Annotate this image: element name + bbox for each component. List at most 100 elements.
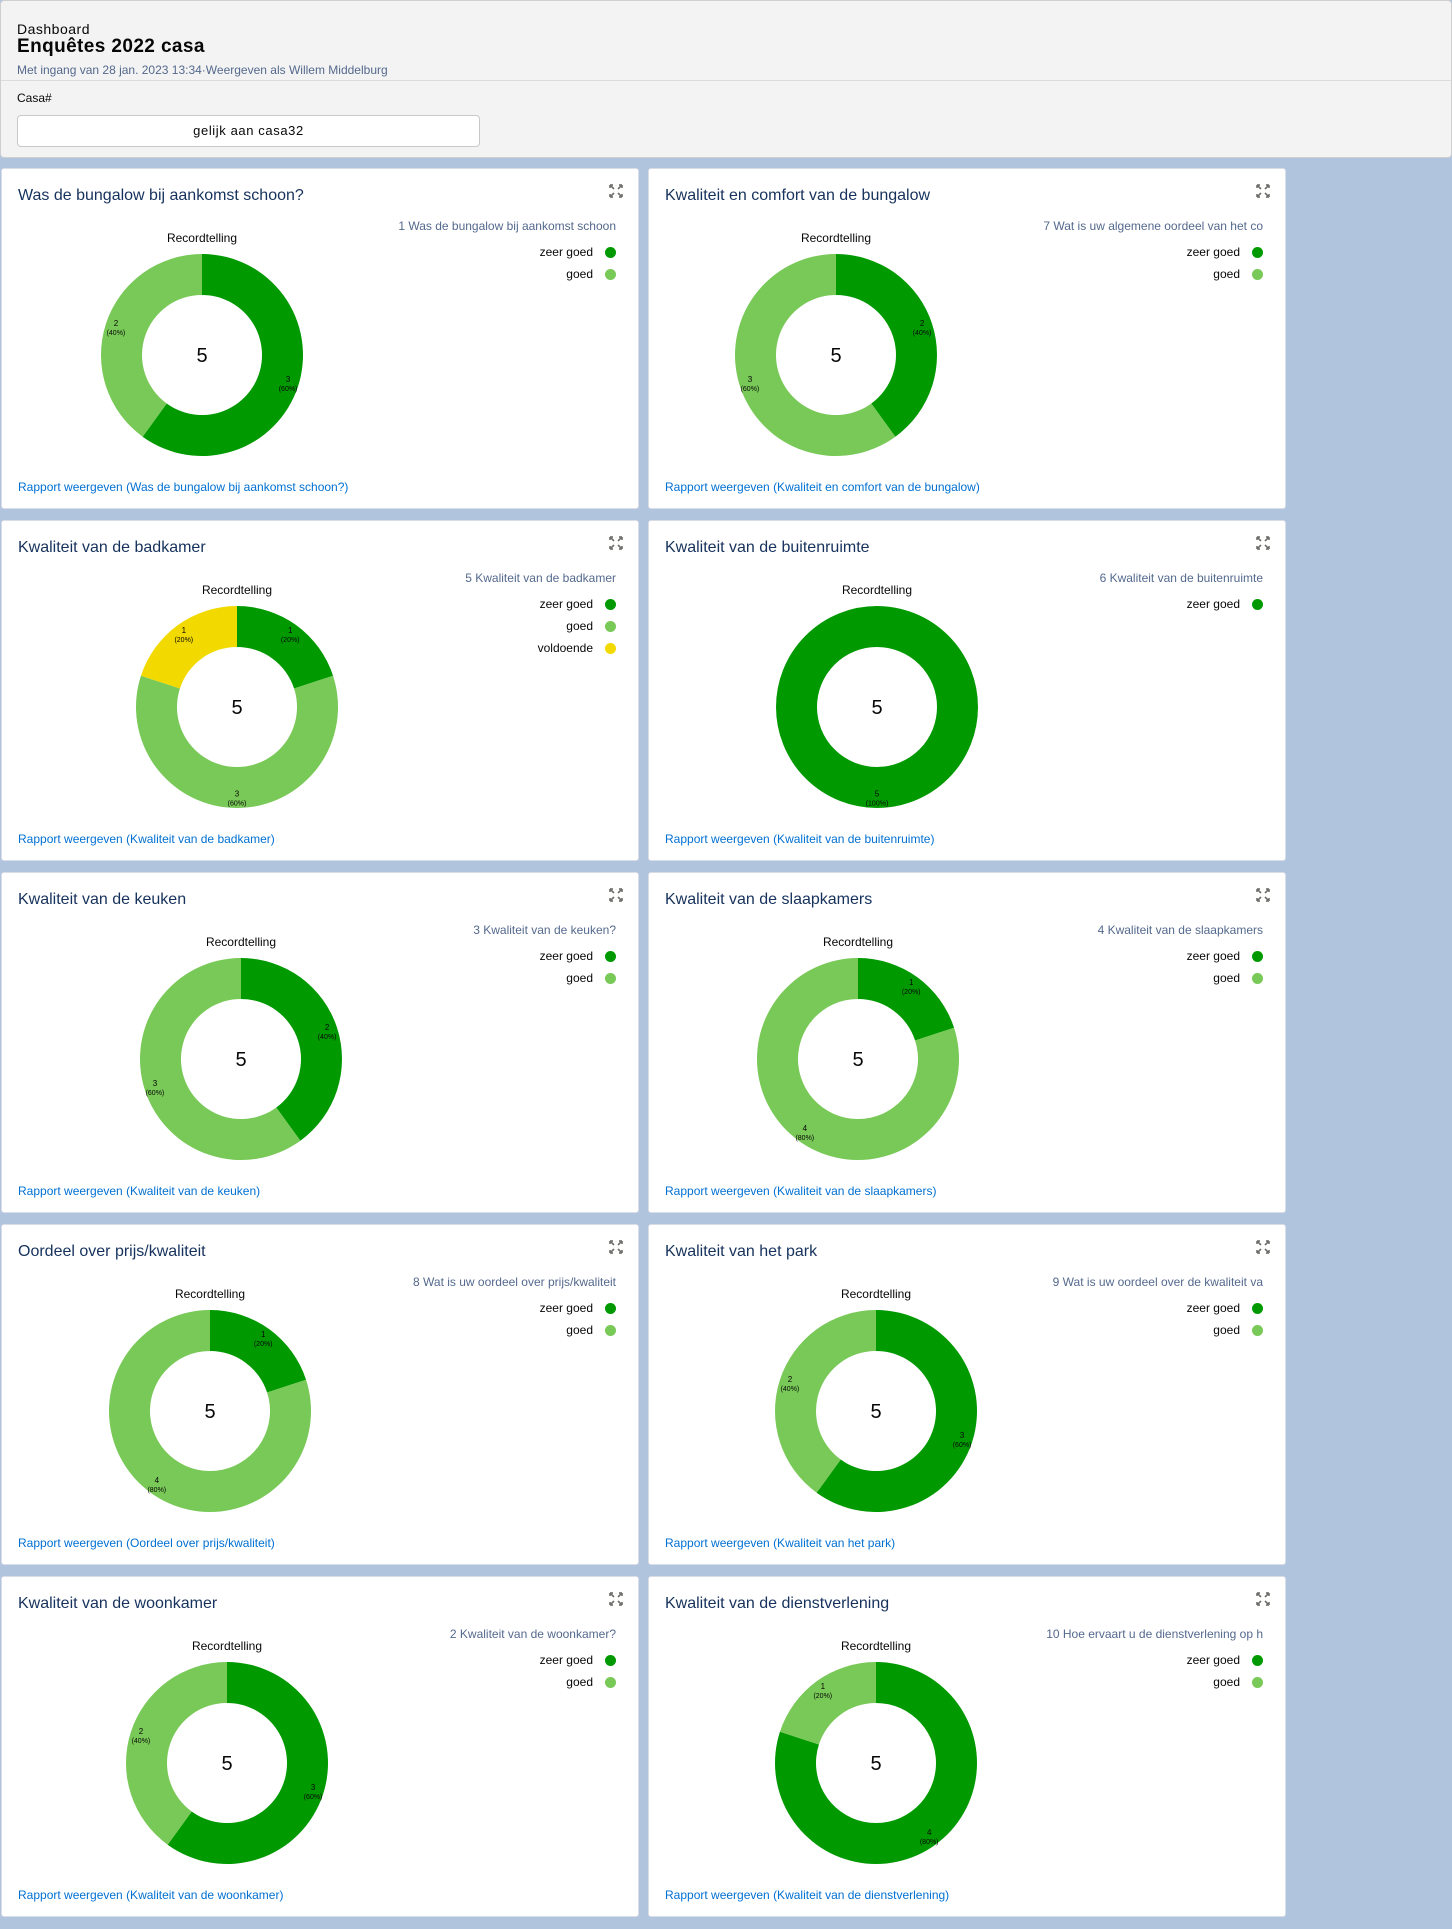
view-report-link[interactable]: Rapport weergeven (Kwaliteit van de badk…: [18, 832, 275, 846]
expand-icon[interactable]: [608, 1591, 624, 1607]
donut-total-label: 5: [870, 1753, 881, 1775]
donut-slice-zeer-goed[interactable]: [816, 1310, 977, 1512]
legend-item-zeer-goed[interactable]: zeer goed: [326, 593, 616, 615]
legend-item-zeer-goed[interactable]: zeer goed: [973, 1649, 1263, 1671]
dashboard-card-kwaliteit-van-de-buitenruimte: Kwaliteit van de buitenruimte Recordtelli…: [648, 520, 1286, 861]
donut-chart: 1 (20%) 4 (80%) 5: [757, 958, 959, 1160]
chart-legend: 6 Kwaliteit van de buitenruimte zeer goed: [973, 571, 1263, 615]
view-report-link[interactable]: Rapport weergeven (Was de bungalow bij a…: [18, 480, 349, 494]
expand-icon[interactable]: [1255, 1591, 1271, 1607]
dashboard-card-kwaliteit-van-het-park: Kwaliteit van het park Recordtelling 9 Wat…: [648, 1224, 1286, 1565]
legend-item-goed[interactable]: goed: [973, 1319, 1263, 1341]
view-report-link[interactable]: Rapport weergeven (Oordeel over prijs/kw…: [18, 1536, 275, 1550]
slice-value-label: 2: [325, 1023, 330, 1032]
legend-item-voldoende[interactable]: voldoende: [326, 637, 616, 659]
legend-color-dot: [1252, 246, 1263, 258]
view-report-link[interactable]: Rapport weergeven (Kwaliteit van het par…: [665, 1536, 896, 1550]
donut-slice-zeer-goed[interactable]: [776, 606, 978, 808]
slice-value-label: 4: [927, 1828, 932, 1837]
view-report-link[interactable]: Rapport weergeven (Kwaliteit van de keuk…: [18, 1184, 261, 1198]
slice-value-label: 1: [288, 626, 293, 635]
legend-color-dot: [605, 950, 616, 962]
donut-slice-goed[interactable]: [757, 958, 959, 1160]
legend-item-zeer-goed[interactable]: zeer goed: [326, 945, 616, 967]
donut-total-label: 5: [221, 1753, 232, 1775]
chart-title: Recordtelling: [166, 231, 238, 245]
legend-title: 4 Kwaliteit van de slaapkamers: [1097, 923, 1263, 937]
donut-slice-goed[interactable]: [100, 254, 202, 437]
donut-slice-goed[interactable]: [140, 958, 301, 1160]
view-report-link[interactable]: Rapport weergeven (Kwaliteit van de dien…: [665, 1888, 950, 1902]
donut-slice-goed[interactable]: [136, 675, 339, 808]
legend-item-goed[interactable]: goed: [326, 967, 616, 989]
legend-item-goed[interactable]: goed: [326, 1319, 616, 1341]
view-report-link[interactable]: Rapport weergeven (Kwaliteit van de buit…: [665, 832, 935, 846]
expand-icon[interactable]: [1255, 183, 1271, 199]
donut-chart: 1 (20%) 4 (80%) 5: [108, 1310, 311, 1512]
legend-label: goed: [1213, 971, 1240, 985]
donut-slice-zeer-goed[interactable]: [210, 1310, 307, 1393]
donut-slice-zeer-goed[interactable]: [836, 254, 937, 437]
donut-slice-zeer-goed[interactable]: [167, 1662, 328, 1864]
legend-item-goed[interactable]: goed: [326, 263, 616, 285]
legend-item-zeer-goed[interactable]: zeer goed: [973, 593, 1263, 615]
chart-legend: 5 Kwaliteit van de badkamer zeer goed goed…: [326, 571, 616, 659]
chart-title: Recordtelling: [841, 583, 913, 597]
legend-item-zeer-goed[interactable]: zeer goed: [326, 1297, 616, 1319]
legend-item-goed[interactable]: goed: [326, 1671, 616, 1693]
legend-label: zeer goed: [1186, 597, 1240, 611]
chart-title: Recordtelling: [822, 935, 894, 949]
view-report-link[interactable]: Rapport weergeven (Kwaliteit van de woon…: [18, 1888, 284, 1902]
legend-item-goed[interactable]: goed: [973, 1671, 1263, 1693]
donut-slice-goed[interactable]: [735, 254, 896, 456]
legend-color-dot: [605, 1676, 616, 1688]
legend-item-zeer-goed[interactable]: zeer goed: [326, 241, 616, 263]
dashboard-subtitle: Met ingang van 28 jan. 2023 13:34·Weerge…: [17, 63, 388, 77]
legend-color-dot: [605, 246, 616, 258]
legend-item-goed[interactable]: goed: [326, 615, 616, 637]
legend-item-zeer-goed[interactable]: zeer goed: [973, 1297, 1263, 1319]
legend-color-dot: [1252, 1302, 1263, 1314]
expand-icon[interactable]: [608, 887, 624, 903]
filter-dropdown[interactable]: gelijk aan casa32: [17, 115, 480, 147]
legend-item-zeer-goed[interactable]: zeer goed: [973, 945, 1263, 967]
donut-slice-goed[interactable]: [108, 1310, 311, 1512]
donut-slice-zeer-goed[interactable]: [775, 1662, 977, 1864]
dashboard-card-was-de-bungalow-bij-aankomst-schoon: Was de bungalow bij aankomst schoon? Reco…: [1, 168, 639, 509]
donut-slice-goed[interactable]: [775, 1310, 876, 1493]
legend-item-zeer-goed[interactable]: zeer goed: [973, 241, 1263, 263]
chart-title: Recordtelling: [840, 1639, 912, 1653]
view-report-link[interactable]: Rapport weergeven (Kwaliteit en comfort …: [665, 480, 980, 494]
expand-icon[interactable]: [608, 183, 624, 199]
legend-color-dot: [605, 642, 616, 654]
donut-slice-goed[interactable]: [779, 1662, 876, 1745]
donut-slice-zeer-goed[interactable]: [142, 254, 303, 456]
legend-label: goed: [1213, 267, 1240, 281]
donut-total-label: 5: [871, 697, 882, 719]
slice-value-label: 4: [155, 1476, 160, 1485]
legend-item-goed[interactable]: goed: [973, 263, 1263, 285]
donut-slice-voldoende[interactable]: [140, 606, 237, 689]
legend-label: goed: [1213, 1323, 1240, 1337]
donut-slice-zeer-goed[interactable]: [237, 606, 334, 689]
expand-icon[interactable]: [608, 1239, 624, 1255]
donut-chart: 3 (60%) 2 (40%) 5: [100, 254, 303, 456]
slice-percent-label: (20%): [254, 1341, 273, 1348]
legend-item-zeer-goed[interactable]: zeer goed: [326, 1649, 616, 1671]
donut-chart: 4 (80%) 1 (20%) 5: [775, 1662, 977, 1864]
view-report-link[interactable]: Rapport weergeven (Kwaliteit van de slaa…: [665, 1184, 937, 1198]
slice-percent-label: (40%): [132, 1738, 151, 1745]
dashboard-card-kwaliteit-van-de-keuken: Kwaliteit van de keuken Recordtelling 3 Kw…: [1, 872, 639, 1213]
chart-title: Recordtelling: [191, 1639, 263, 1653]
expand-icon[interactable]: [1255, 535, 1271, 551]
donut-slice-goed[interactable]: [125, 1662, 227, 1845]
expand-icon[interactable]: [608, 535, 624, 551]
chart-title: Recordtelling: [205, 935, 277, 949]
donut-slice-zeer-goed[interactable]: [858, 958, 955, 1041]
donut-slice-zeer-goed[interactable]: [241, 958, 342, 1141]
dashboard-card-kwaliteit-van-de-woonkamer: Kwaliteit van de woonkamer Recordtelling 2…: [1, 1576, 639, 1917]
legend-item-goed[interactable]: goed: [973, 967, 1263, 989]
dashboard-title: Enquêtes 2022 casa: [17, 36, 205, 57]
expand-icon[interactable]: [1255, 887, 1271, 903]
expand-icon[interactable]: [1255, 1239, 1271, 1255]
